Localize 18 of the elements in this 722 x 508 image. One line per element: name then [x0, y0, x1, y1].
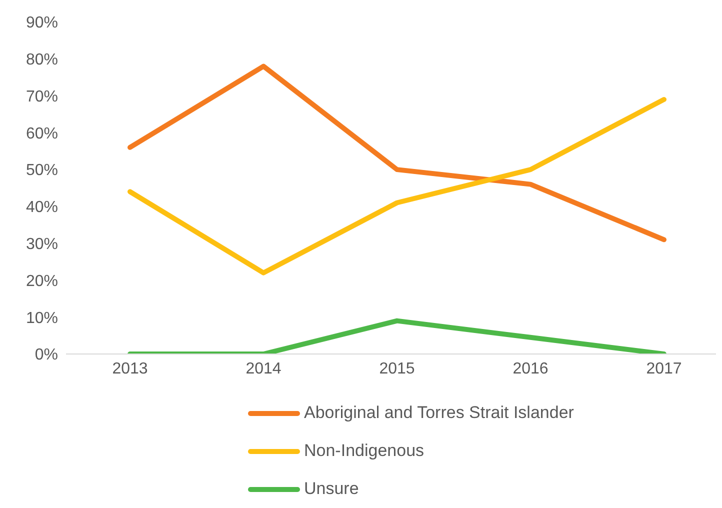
- legend-label: Aboriginal and Torres Strait Islander: [304, 403, 574, 423]
- x-tick-label: 2015: [379, 360, 415, 378]
- y-tick-label: 90%: [26, 14, 58, 32]
- legend-label: Unsure: [304, 479, 359, 499]
- x-tick-label: 2014: [246, 360, 282, 378]
- y-tick-label: 10%: [26, 310, 58, 327]
- legend-label: Non-Indigenous: [304, 441, 424, 461]
- y-tick-label: 70%: [26, 88, 58, 106]
- x-tick-label: 2016: [512, 360, 548, 378]
- y-tick-label: 40%: [26, 199, 58, 216]
- x-tick-label: 2017: [646, 360, 682, 378]
- y-tick-label: 30%: [26, 236, 58, 254]
- y-tick-label: 60%: [26, 125, 58, 142]
- y-tick-label: 50%: [26, 162, 58, 180]
- y-tick-label: 20%: [26, 272, 58, 290]
- y-tick-label: 0%: [34, 346, 58, 364]
- y-tick-label: 80%: [26, 52, 58, 69]
- x-tick-label: 2013: [112, 360, 148, 378]
